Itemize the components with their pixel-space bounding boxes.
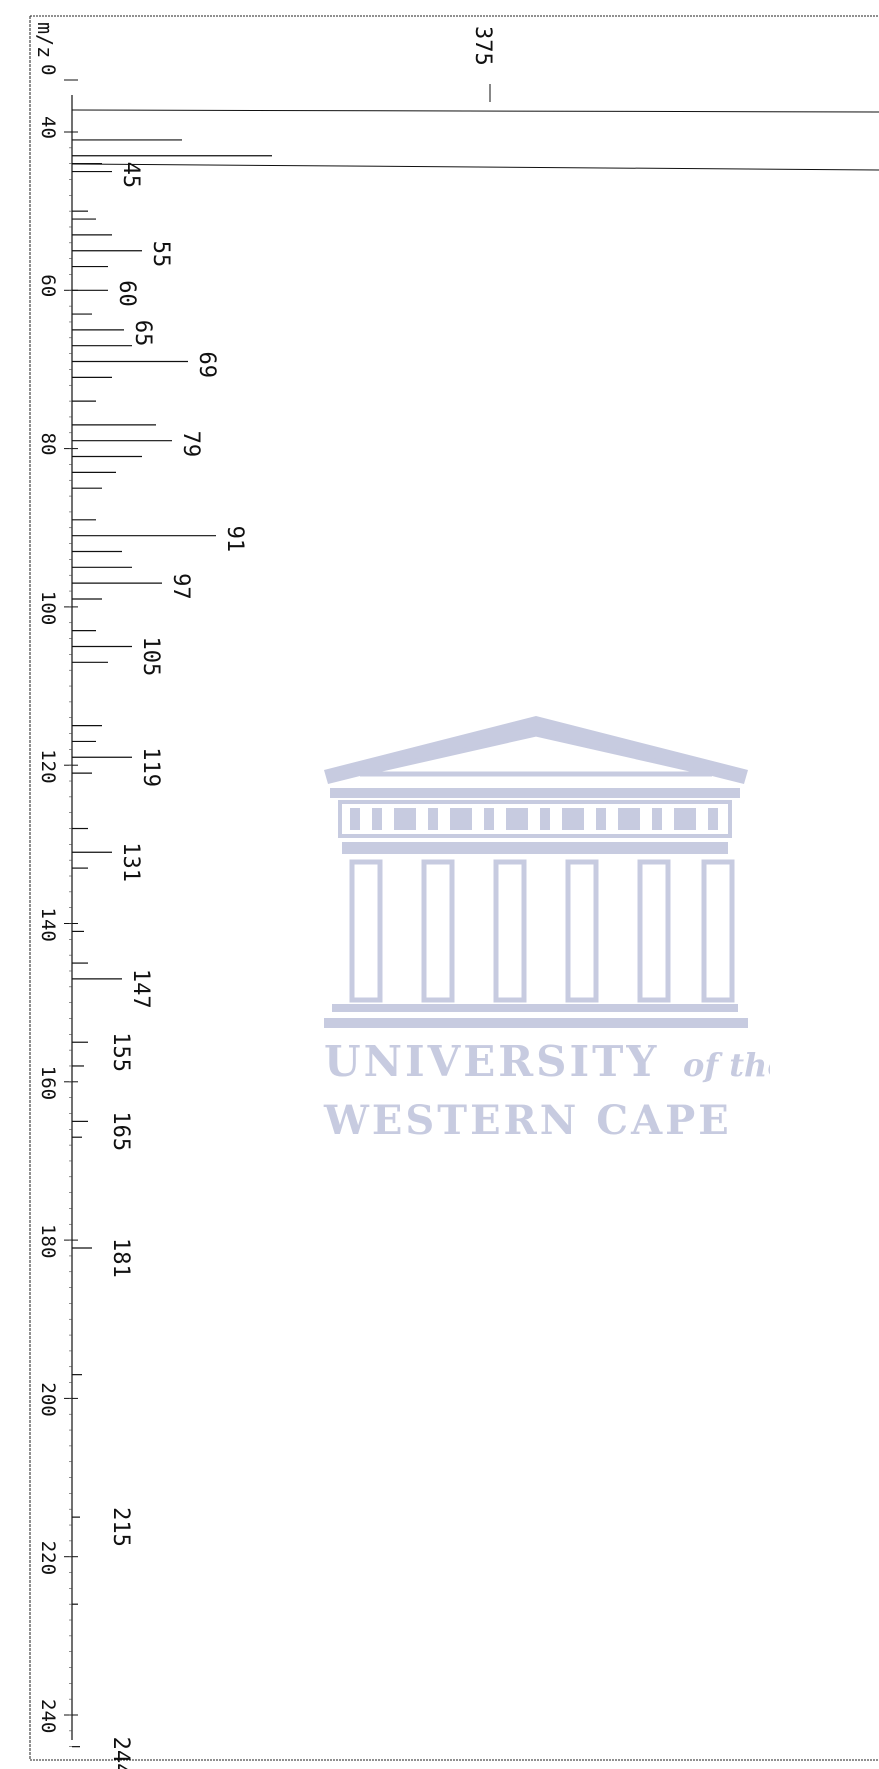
columns: [349, 859, 735, 1003]
x-tick-label: 200: [37, 1382, 59, 1416]
peak-label: 97: [168, 573, 193, 600]
stylobate-top: [332, 1004, 738, 1012]
peak-label: 165: [108, 1111, 133, 1151]
peak-label: 181: [108, 1238, 133, 1278]
x-tick-label: 180: [37, 1224, 59, 1258]
x-tick-label: 80: [37, 433, 59, 456]
watermark-line1: UNIVERSITY of the: [324, 1037, 770, 1086]
peak-label: 69: [194, 352, 219, 379]
peak-label: 147: [128, 969, 153, 1009]
x-tick-label: 120: [37, 749, 59, 783]
peak-label: 79: [178, 431, 203, 458]
reference-peak-line-bottom: [71, 163, 879, 171]
peak-label: 131: [118, 842, 143, 882]
university-crest-watermark: UNIVERSITY of the WESTERN CAPE: [323, 716, 770, 1144]
peak-label: 65: [130, 320, 155, 347]
peak-label: 155: [108, 1032, 133, 1072]
x-tick-label: 160: [37, 1066, 59, 1100]
peak-label: 244: [108, 1737, 133, 1769]
x-tick-label: 60: [37, 274, 59, 297]
pediment-inner: [359, 731, 713, 777]
peak-label: 119: [138, 747, 163, 787]
watermark-line1-suffix: of the: [683, 1046, 770, 1084]
watermark-line2: WESTERN CAPE: [323, 1097, 732, 1144]
capital-band: [342, 842, 728, 854]
peak-label: 91: [222, 526, 247, 553]
spectrum-peaks: [72, 139, 272, 1748]
frieze-band: [338, 800, 732, 838]
peak-label: 45: [118, 162, 143, 189]
peak-label: 60: [114, 280, 139, 307]
x-axis-title: m/z: [33, 22, 57, 58]
x-tick-label: 40: [37, 116, 59, 139]
stylobate-bottom: [324, 1018, 748, 1028]
x-tick-label: 240: [37, 1699, 59, 1733]
x-tick-label: 0: [37, 64, 59, 75]
pediment-shape: [324, 716, 748, 784]
x-tick-label: 140: [37, 908, 59, 942]
peak-label: 105: [138, 636, 163, 676]
reference-peak-line-top: [71, 109, 879, 113]
entablature: [330, 788, 740, 798]
x-axis-ticks: 0 40 60 80 100 120 140 160 180 200 220 240: [37, 64, 78, 1747]
peak-labels: 45 55 60 65 69 79 91 97 105 119 131 147 155 165 181 215…: [108, 162, 247, 1769]
x-tick-label: 100: [37, 591, 59, 625]
frieze-triglyphs: [350, 808, 718, 830]
peak-label: 215: [108, 1507, 133, 1547]
reference-peak-label: 375: [470, 26, 495, 66]
peak-label: 55: [148, 241, 173, 268]
x-tick-label: 220: [37, 1541, 59, 1575]
